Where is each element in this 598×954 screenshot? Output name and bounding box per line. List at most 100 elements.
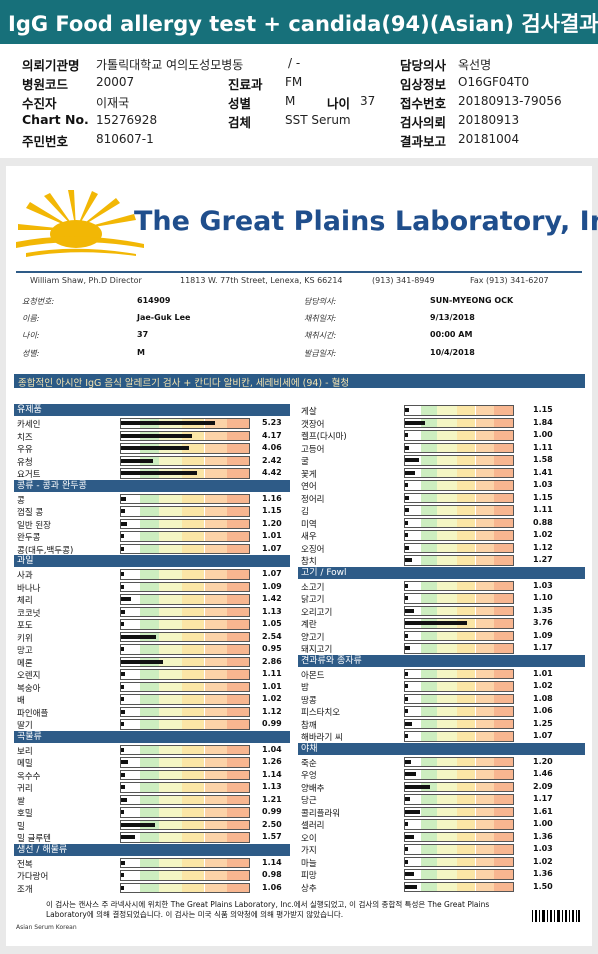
food-name: 콩 [17,495,25,506]
scale-zone [120,719,140,730]
scale-zone [494,455,514,466]
scale-frame [404,467,514,478]
scale-zone [204,531,227,542]
result-bar [121,622,124,626]
scale-zone [204,644,227,655]
info-value: 20180913-79056 [458,94,562,108]
food-value: 0.98 [262,870,282,879]
result-bar [405,859,408,864]
food-name: 닭고기 [301,595,325,605]
food-value: 1.17 [533,643,553,652]
scale-zone [456,844,476,855]
result-bar [121,421,216,425]
result-bar [121,709,125,714]
food-value: 1.09 [262,581,282,591]
scale-zone [494,480,514,491]
scale-zone [404,706,421,717]
scale-frame [404,417,514,428]
scale-zone [456,806,476,817]
info-label: 담당의사 [400,58,447,73]
scale-zone [404,530,421,541]
scale-zone [437,630,457,641]
food-value: 1.01 [533,668,553,678]
result-bar [405,822,408,826]
patient-label: 이름: [22,314,40,323]
scale-zone [437,693,457,704]
scale-zone [494,806,514,817]
food-value: 1.58 [533,455,553,464]
food-name: 딸기 [17,721,33,731]
scale-zone [456,417,476,428]
info-label: 검사의뢰 [400,115,447,130]
scale-zone [475,718,495,729]
sun-disc [50,220,102,248]
scale-zone [475,769,495,780]
result-bar [405,433,408,437]
scale-zone [494,417,514,428]
patient-value: M [137,348,145,357]
scale-zone [456,517,476,528]
scale-zone [204,543,227,554]
food-name: 셀러리 [301,821,325,831]
food-name: 메밀 [17,759,33,769]
scale-frame [120,681,250,692]
food-name: 상추 [301,883,317,894]
food-value: 4.42 [262,468,282,477]
info-label: 나이 [327,96,351,111]
result-bar [121,672,125,676]
scale-zone [120,506,140,517]
scale-zone [226,669,250,680]
scale-zone [120,681,140,692]
food-value: 1.02 [262,694,282,703]
scale-zone [437,668,457,679]
result-bar [121,860,126,865]
scale-zone [204,493,227,504]
scale-zone [404,819,421,830]
scale-zone [404,630,421,641]
food-value: 1.03 [533,844,553,853]
scale-zone [437,505,457,516]
result-bar [121,534,124,538]
scale-zone [226,832,250,843]
scale-zone [456,756,476,767]
food-value: 2.50 [262,819,282,829]
scale-zone [475,806,495,817]
scale-zone [204,468,227,479]
scale-zone [437,831,457,842]
result-bar [121,722,124,726]
info-label: 결과보고 [400,134,447,149]
food-value: 1.06 [262,882,282,892]
food-value: 1.15 [533,405,553,414]
scale-zone [120,493,140,504]
info-value: 옥선명 [458,58,492,72]
result-bar [405,646,410,650]
scale-zone [404,405,421,416]
info-label: 수진자 [22,96,57,111]
scale-zone [182,870,205,881]
food-value: 1.25 [533,718,553,728]
scale-zone [404,794,421,805]
result-bar [121,584,125,589]
food-value: 1.16 [262,493,282,503]
scale-frame [120,531,250,542]
scale-zone [182,518,205,529]
scale-frame [404,881,514,892]
food-value: 1.11 [262,669,282,678]
patient-label: 채취시간: [304,331,337,340]
food-name: 해바라기 씨 [301,733,343,743]
scale-zone [159,882,183,893]
scale-zone [420,517,437,528]
food-value: 1.02 [533,530,553,539]
scale-zone [204,656,227,667]
scale-zone [159,606,183,617]
food-value: 1.57 [262,832,282,841]
scale-zone [159,594,183,605]
scale-zone [420,831,437,842]
scale-zone [182,644,205,655]
scale-zone [494,442,514,453]
scale-frame [404,819,514,830]
food-name: 오리고기 [301,607,333,618]
result-bar [121,873,124,877]
scale-zone [159,706,183,717]
scale-zone [139,744,159,755]
